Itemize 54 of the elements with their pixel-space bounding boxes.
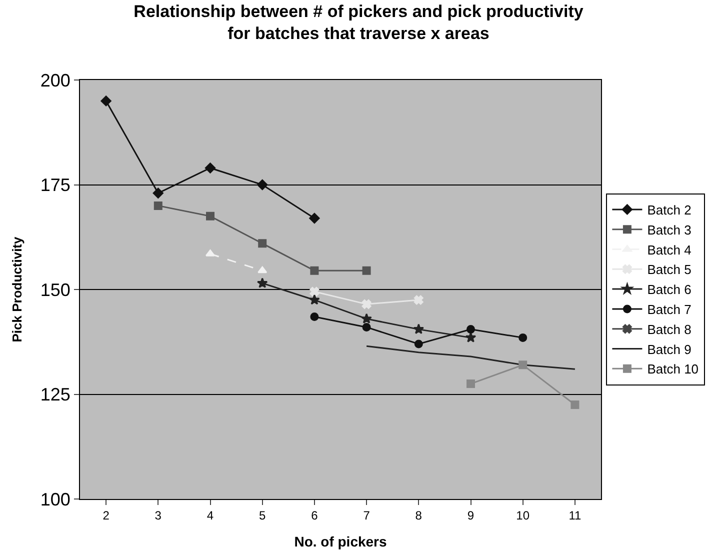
x-tick-label: 5 (259, 508, 266, 522)
point (361, 313, 372, 324)
y-axis-title: Pick Productivity (9, 236, 24, 342)
point (310, 286, 320, 296)
y-tick-label: 100 (40, 489, 70, 510)
point (466, 325, 475, 334)
point (518, 360, 528, 370)
x-tick-label: 10 (516, 508, 530, 522)
point (310, 266, 319, 275)
point (414, 340, 423, 348)
x-tick-label: 6 (311, 508, 318, 522)
point (466, 380, 475, 388)
y-tick-label: 150 (40, 280, 70, 300)
x-tick-label: 11 (568, 508, 582, 522)
point (154, 201, 162, 210)
line-series (366, 345, 576, 370)
legend-label: Batch 5 (647, 262, 692, 278)
x-tick-label: 9 (467, 508, 474, 522)
point (414, 295, 424, 305)
point (257, 179, 268, 190)
point (206, 212, 214, 220)
legend-label: Batch 8 (647, 322, 692, 337)
x-tick-label: 4 (206, 508, 214, 522)
point (465, 332, 476, 342)
legend-label: Batch 7 (647, 302, 692, 318)
point (204, 162, 216, 174)
y-tick-label: 200 (40, 70, 70, 90)
x-tick-label: 3 (154, 508, 162, 522)
point (310, 312, 319, 321)
point (258, 239, 267, 248)
point (152, 188, 164, 198)
y-tick-label: 125 (40, 384, 70, 405)
x-tick-label: 8 (415, 508, 422, 522)
point (309, 294, 320, 305)
point (413, 324, 424, 334)
x-tick-label: 2 (102, 508, 110, 522)
point (518, 333, 528, 342)
chart-title: Relationship between # of pickers and pick productivity for batches that traverse x areas (134, 2, 584, 43)
point (362, 322, 371, 332)
x-tick-label: 7 (363, 508, 370, 522)
point (570, 400, 580, 409)
point (100, 96, 112, 106)
point (256, 278, 268, 288)
legend-label: Batch 3 (647, 222, 692, 238)
legend-label: Batch 10 (647, 362, 699, 377)
legend-label: Batch 4 (647, 242, 692, 258)
legend-label: Batch 2 (647, 202, 692, 218)
point (309, 212, 320, 224)
legend-label: Batch 6 (647, 282, 692, 298)
point (362, 266, 371, 275)
legend-label: Batch 9 (647, 342, 692, 357)
x-axis-title: No. of pickers (294, 534, 387, 550)
y-tick-label: 175 (40, 175, 70, 196)
point (362, 299, 372, 309)
